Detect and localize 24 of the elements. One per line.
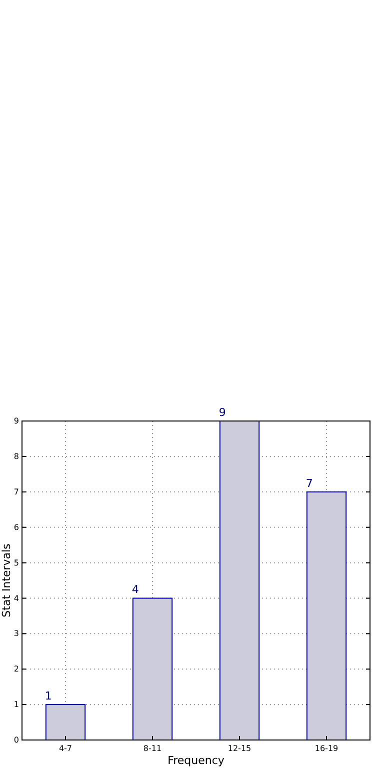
x-tick-label: 4-7 [58,744,72,753]
bar [45,704,86,740]
y-tick-label: 5 [14,558,19,568]
y-tick-label: 3 [14,629,19,638]
data-label: 7 [306,476,313,490]
y-tick-label: 8 [14,452,19,462]
y-tick-label: 2 [14,664,19,674]
y-tick-label: 6 [14,522,19,532]
y-tick-label: 9 [14,416,19,426]
data-label: 4 [132,583,139,596]
y-tick-label: 0 [14,736,19,745]
x-axis-title: Frequency [168,754,225,767]
data-label: 9 [218,406,226,419]
x-tick-label: 12-15 [228,744,252,753]
y-tick-label: 4 [14,594,19,603]
bar [132,598,173,740]
y-axis-title: Stat Intervals [0,543,13,618]
bar [306,491,347,740]
bar [219,420,260,740]
x-tick-label: 16-19 [314,744,338,753]
y-tick-label: 7 [14,487,19,496]
x-tick-label: 8-11 [143,744,162,753]
data-label: 1 [44,690,52,703]
y-tick-label: 1 [14,700,19,710]
